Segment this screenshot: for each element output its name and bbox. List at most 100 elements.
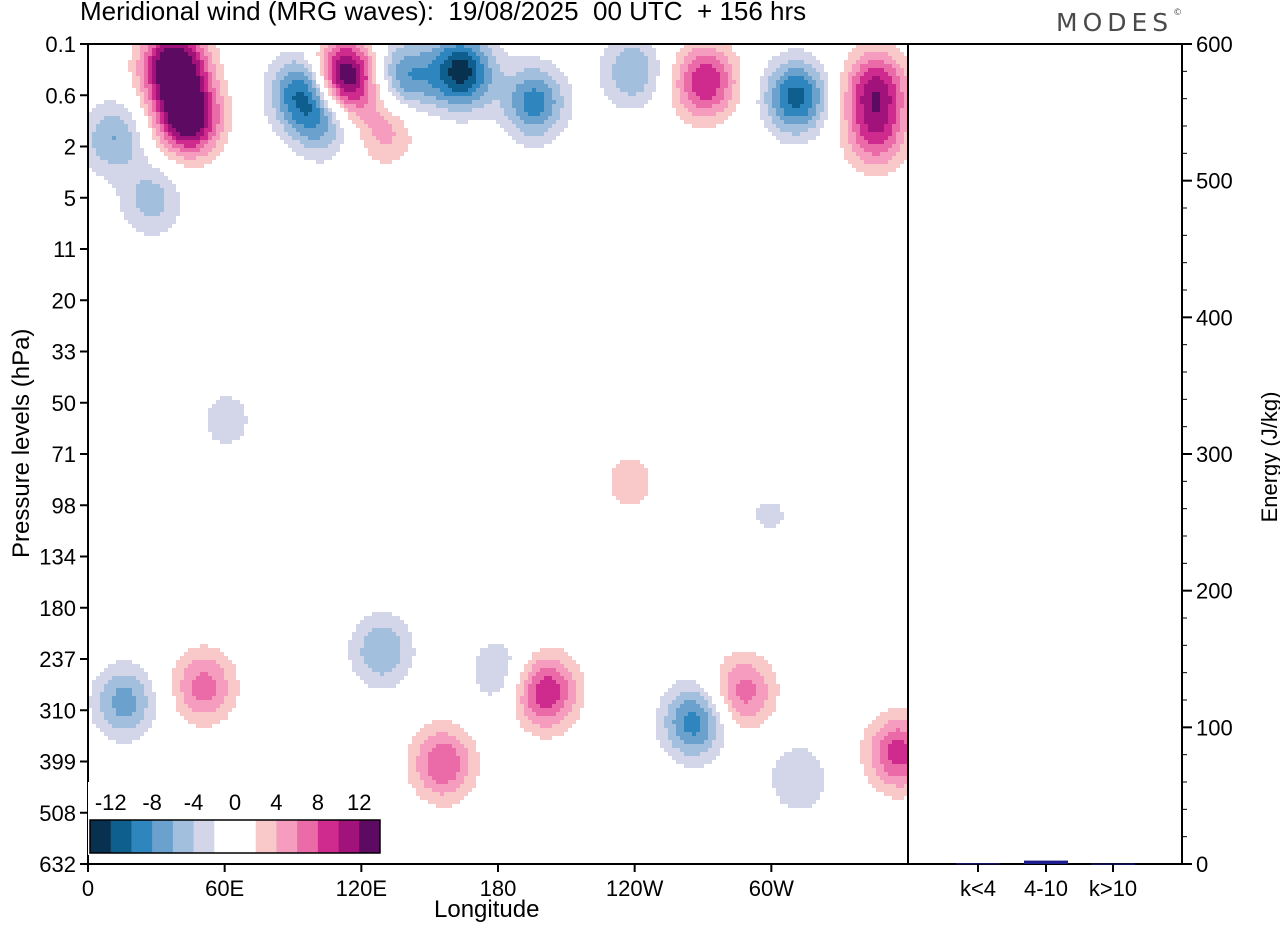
heatmap-cell bbox=[324, 72, 328, 76]
heatmap-cell bbox=[900, 148, 908, 152]
heatmap-background bbox=[88, 44, 908, 864]
heatmap-cell bbox=[844, 104, 852, 108]
heatmap-cell bbox=[696, 68, 716, 72]
heatmap-cell bbox=[388, 44, 404, 48]
heatmap-cell bbox=[548, 128, 564, 132]
heatmap-cell bbox=[560, 92, 572, 96]
heatmap-cell bbox=[684, 120, 724, 124]
heatmap-cell bbox=[480, 48, 492, 52]
heatmap-cell bbox=[872, 744, 880, 748]
heatmap-cell bbox=[760, 104, 768, 108]
heatmap-cell bbox=[156, 60, 192, 64]
heatmap-cell bbox=[176, 140, 200, 144]
heatmap-cell bbox=[88, 164, 152, 168]
heatmap-cell bbox=[212, 112, 220, 116]
heatmap-cell bbox=[904, 104, 908, 108]
heatmap-cell bbox=[156, 72, 196, 76]
heatmap-cell bbox=[400, 648, 416, 652]
heatmap-cell bbox=[564, 664, 580, 668]
heatmap-cell bbox=[440, 44, 456, 48]
heatmap-cell bbox=[896, 132, 904, 136]
heatmap-cell bbox=[784, 72, 808, 76]
heatmap-cell bbox=[352, 120, 364, 124]
heatmap-cell bbox=[208, 124, 212, 128]
heatmap-cell bbox=[804, 96, 812, 100]
heatmap-cell bbox=[852, 108, 856, 112]
heatmap-cell bbox=[172, 672, 184, 676]
energy-tick-label: 0 bbox=[1196, 852, 1208, 877]
heatmap-cell bbox=[900, 76, 908, 80]
heatmap-cell bbox=[400, 640, 412, 644]
heatmap-cell bbox=[164, 108, 204, 112]
heatmap-cell bbox=[292, 136, 308, 140]
heatmap-cell bbox=[860, 68, 868, 72]
heatmap-cell bbox=[488, 84, 516, 88]
heatmap-cell bbox=[308, 112, 320, 116]
heatmap-cell bbox=[428, 764, 460, 768]
heatmap-cell bbox=[864, 72, 888, 76]
heatmap-cell bbox=[424, 92, 444, 96]
heatmap-cell bbox=[468, 748, 476, 752]
heatmap-cell bbox=[884, 792, 908, 796]
heatmap-cell bbox=[468, 76, 476, 80]
heatmap-cell bbox=[100, 700, 112, 704]
heatmap-cell bbox=[540, 724, 552, 728]
heatmap-cell bbox=[880, 76, 892, 80]
heatmap-cell bbox=[628, 92, 636, 96]
heatmap-cell bbox=[468, 764, 480, 768]
heatmap-cell bbox=[840, 120, 848, 124]
heatmap-cell bbox=[732, 712, 740, 716]
heatmap-cell bbox=[784, 752, 812, 756]
heatmap-cell bbox=[200, 644, 208, 648]
heatmap-cell bbox=[852, 112, 856, 116]
heatmap-cell bbox=[384, 56, 392, 60]
heatmap-cell bbox=[612, 76, 648, 80]
heatmap-cell bbox=[840, 136, 848, 140]
heatmap-cell bbox=[500, 68, 524, 72]
heatmap-cell bbox=[868, 68, 884, 72]
heatmap-cell bbox=[676, 112, 692, 116]
heatmap-cell bbox=[616, 56, 648, 60]
heatmap-cell bbox=[856, 168, 896, 172]
heatmap-cell bbox=[344, 104, 356, 108]
heatmap-cell bbox=[156, 144, 164, 148]
heatmap-cell bbox=[356, 76, 360, 80]
heatmap-cell bbox=[428, 772, 456, 776]
heatmap-cell bbox=[896, 60, 908, 64]
heatmap-cell bbox=[136, 64, 144, 68]
heatmap-cell bbox=[336, 52, 356, 56]
heatmap-cell bbox=[856, 84, 864, 88]
heatmap-cell bbox=[716, 48, 732, 52]
heatmap-cell bbox=[200, 44, 208, 48]
heatmap-cell bbox=[388, 88, 396, 92]
heatmap-cell bbox=[896, 112, 900, 116]
colorbar: -12 -8 -4 0 4 8 12 bbox=[88, 782, 382, 855]
heatmap-cell bbox=[204, 84, 208, 88]
heatmap-cell bbox=[764, 72, 772, 76]
heatmap-cell bbox=[208, 84, 212, 88]
heatmap-cell bbox=[132, 688, 144, 692]
heatmap-cell bbox=[360, 68, 364, 72]
heatmap-cell bbox=[612, 64, 648, 68]
heatmap-cell bbox=[332, 48, 340, 52]
heatmap-cell bbox=[880, 96, 892, 100]
heatmap-cell bbox=[712, 96, 724, 100]
heatmap-cell bbox=[864, 108, 872, 112]
heatmap-cell bbox=[904, 92, 908, 96]
heatmap-cell bbox=[776, 124, 816, 128]
heatmap-cell bbox=[900, 120, 908, 124]
heatmap-cell bbox=[432, 84, 448, 88]
heatmap-cell bbox=[544, 104, 552, 108]
heatmap-cell bbox=[352, 64, 360, 68]
heatmap-cell bbox=[164, 208, 180, 212]
heatmap-cell bbox=[144, 84, 152, 88]
heatmap-cell bbox=[824, 80, 828, 84]
heatmap-cell bbox=[844, 96, 852, 100]
heatmap-cell bbox=[168, 148, 180, 152]
heatmap-cell bbox=[660, 744, 672, 748]
heatmap-cell bbox=[140, 208, 164, 212]
heatmap-cell bbox=[168, 120, 204, 124]
heatmap-cell bbox=[768, 696, 776, 700]
heatmap-cell bbox=[212, 116, 220, 120]
